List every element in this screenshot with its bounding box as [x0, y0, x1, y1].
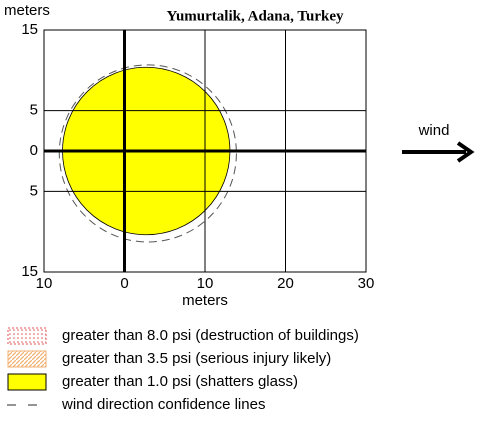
legend-swatch: [7, 373, 47, 391]
legend-label: greater than 1.0 psi (shatters glass): [62, 373, 298, 390]
y-tick-label: 15: [21, 21, 38, 38]
x-tick-label: 30: [358, 275, 375, 292]
y-tick-label: 15: [21, 263, 38, 280]
x-tick-label: 20: [277, 275, 294, 292]
x-axis-label: meters: [182, 292, 228, 309]
legend-label: greater than 3.5 psi (serious injury lik…: [62, 350, 331, 367]
y-axis-label: meters: [4, 2, 50, 19]
x-tick-label: 10: [36, 275, 53, 292]
legend-label: wind direction confidence lines: [61, 396, 265, 413]
y-tick-label: 5: [30, 102, 38, 119]
wind-arrow: [402, 141, 475, 163]
legend-swatch: [7, 350, 47, 368]
legend-swatch: [7, 327, 47, 345]
y-tick-label: 0: [30, 142, 38, 159]
x-tick-label: 0: [120, 275, 128, 292]
chart-title: Yumurtalik, Adana, Turkey: [166, 8, 344, 24]
y-tick-label: 5: [30, 182, 38, 199]
x-tick-label: 10: [197, 275, 214, 292]
wind-label: wind: [418, 122, 450, 139]
legend-label: greater than 8.0 psi (destruction of bui…: [62, 327, 359, 344]
confidence-line: [58, 64, 237, 243]
